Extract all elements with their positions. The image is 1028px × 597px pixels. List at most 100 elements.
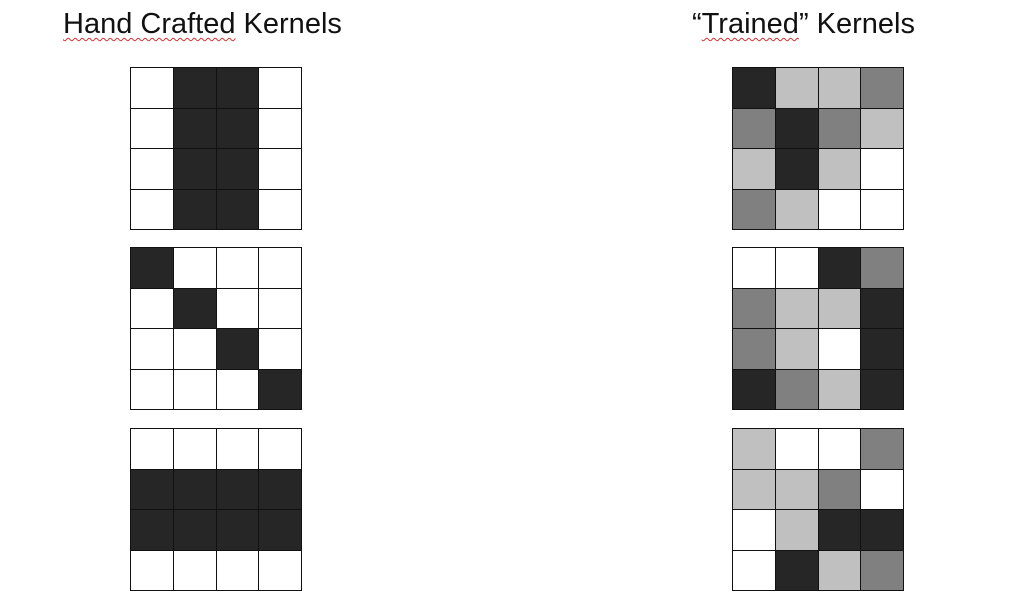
- kernel-cell: [131, 369, 174, 410]
- kernel-cell: [818, 369, 862, 410]
- kernel-cell: [861, 469, 904, 510]
- kernel-cell: [775, 369, 819, 410]
- hand-crafted-kernel-3: [130, 428, 302, 591]
- kernel-cell: [131, 189, 174, 230]
- kernel-cell: [733, 288, 776, 329]
- kernel-cell: [216, 149, 260, 190]
- kernel-cell: [775, 288, 819, 329]
- kernel-cell: [818, 288, 862, 329]
- hand-crafted-kernels-title: Hand Crafted Kernels: [63, 8, 342, 40]
- kernel-cell: [259, 248, 302, 289]
- kernel-cell: [775, 429, 819, 470]
- kernel-cell: [861, 189, 904, 230]
- kernel-cell: [861, 510, 904, 551]
- kernel-cell: [259, 108, 302, 149]
- kernel-cell: [861, 149, 904, 190]
- kernel-cell: [216, 510, 260, 551]
- kernel-cell: [818, 469, 862, 510]
- kernel-cell: [775, 550, 819, 591]
- kernel-cell: [131, 149, 174, 190]
- kernel-cell: [861, 248, 904, 289]
- trained-kernel-3: [732, 428, 904, 591]
- kernel-cell: [818, 248, 862, 289]
- kernel-cell: [818, 189, 862, 230]
- kernel-cell: [259, 68, 302, 109]
- kernel-cell: [259, 510, 302, 551]
- kernel-cell: [131, 329, 174, 370]
- kernel-cell: [216, 248, 260, 289]
- kernel-cell: [733, 248, 776, 289]
- kernel-cell: [173, 369, 217, 410]
- kernel-cell: [131, 469, 174, 510]
- kernel-cell: [861, 550, 904, 591]
- kernel-cell: [775, 108, 819, 149]
- kernel-cell: [775, 149, 819, 190]
- kernel-cell: [259, 429, 302, 470]
- kernel-cell: [131, 68, 174, 109]
- kernel-cell: [259, 149, 302, 190]
- kernel-cell: [259, 550, 302, 591]
- kernel-cell: [775, 68, 819, 109]
- kernel-cell: [173, 329, 217, 370]
- kernel-cell: [861, 329, 904, 370]
- kernel-cell: [173, 550, 217, 591]
- kernel-cell: [173, 189, 217, 230]
- kernel-cell: [216, 288, 260, 329]
- kernel-cell: [818, 550, 862, 591]
- kernel-cell: [733, 510, 776, 551]
- kernel-cell: [775, 248, 819, 289]
- kernel-cell: [775, 510, 819, 551]
- kernel-cell: [216, 469, 260, 510]
- kernel-cell: [861, 108, 904, 149]
- kernel-cell: [173, 108, 217, 149]
- kernel-cell: [173, 288, 217, 329]
- trained-kernel-2: [732, 247, 904, 410]
- kernel-cell: [131, 288, 174, 329]
- kernel-cell: [216, 329, 260, 370]
- kernel-cell: [733, 68, 776, 109]
- kernel-cell: [131, 108, 174, 149]
- kernel-cell: [861, 288, 904, 329]
- kernel-cell: [733, 550, 776, 591]
- kernel-cell: [861, 429, 904, 470]
- kernel-cell: [775, 329, 819, 370]
- kernel-cell: [259, 469, 302, 510]
- hand-crafted-kernel-2: [130, 247, 302, 410]
- kernel-cell: [818, 510, 862, 551]
- kernel-cell: [131, 510, 174, 551]
- kernel-cell: [818, 108, 862, 149]
- kernel-cell: [216, 369, 260, 410]
- kernel-cell: [733, 149, 776, 190]
- kernel-cell: [775, 469, 819, 510]
- kernel-cell: [216, 189, 260, 230]
- kernel-cell: [733, 108, 776, 149]
- kernel-cell: [861, 68, 904, 109]
- kernel-cell: [818, 429, 862, 470]
- kernel-cell: [216, 550, 260, 591]
- kernel-cell: [733, 369, 776, 410]
- kernel-cell: [216, 68, 260, 109]
- trained-kernel-1: [732, 67, 904, 230]
- kernel-cell: [216, 429, 260, 470]
- kernel-cell: [818, 329, 862, 370]
- kernel-cell: [173, 429, 217, 470]
- kernel-cell: [173, 149, 217, 190]
- kernel-cell: [818, 149, 862, 190]
- kernel-cell: [733, 189, 776, 230]
- kernel-cell: [173, 469, 217, 510]
- kernel-cell: [173, 510, 217, 551]
- kernel-cell: [259, 369, 302, 410]
- kernel-cell: [173, 68, 217, 109]
- hand-crafted-kernel-1: [130, 67, 302, 230]
- kernel-cell: [861, 369, 904, 410]
- kernel-cell: [259, 329, 302, 370]
- kernel-cell: [259, 189, 302, 230]
- kernel-cell: [733, 329, 776, 370]
- kernel-cell: [775, 189, 819, 230]
- kernel-cell: [733, 469, 776, 510]
- kernel-cell: [173, 248, 217, 289]
- kernel-cell: [216, 108, 260, 149]
- kernel-cell: [131, 550, 174, 591]
- kernel-cell: [131, 429, 174, 470]
- kernel-cell: [259, 288, 302, 329]
